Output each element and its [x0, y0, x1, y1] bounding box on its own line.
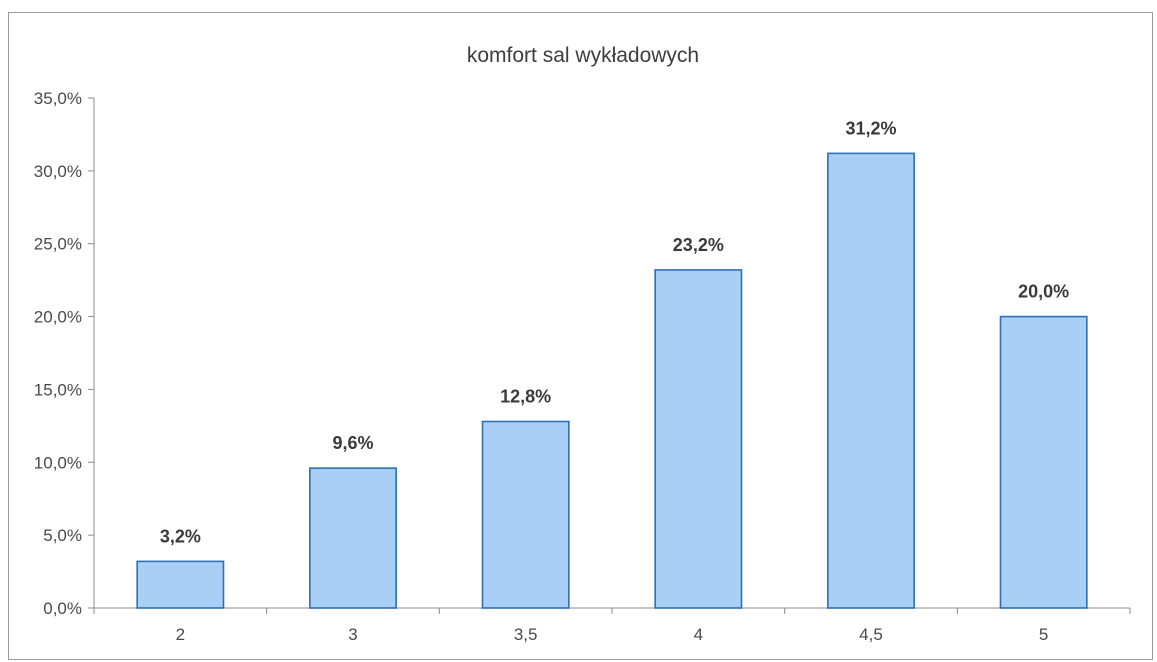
data-label: 3,2% [160, 526, 201, 546]
y-tick-label: 10,0% [34, 453, 82, 472]
y-tick-label: 35,0% [34, 89, 82, 108]
x-tick-label: 2 [176, 625, 185, 644]
data-label: 20,0% [1018, 282, 1069, 302]
bar-3 [481, 420, 570, 609]
chart-title: komfort sal wykładowych [467, 44, 699, 67]
y-tick-label: 30,0% [34, 162, 82, 181]
y-tick-label: 0,0% [43, 599, 82, 618]
data-label: 23,2% [673, 235, 724, 255]
y-tick-label: 15,0% [34, 380, 82, 399]
x-tick-label: 4,5 [859, 625, 883, 644]
y-axis: 0,0% 5,0% 10,0% 15,0% 20,0% 25,0% 30,0% 35,0% [34, 89, 95, 618]
bar-2 [309, 467, 397, 609]
y-tick-label: 20,0% [34, 308, 82, 327]
bar-5 [827, 152, 915, 609]
data-label: 31,2% [845, 118, 896, 138]
bars [136, 152, 1088, 609]
y-tick-label: 5,0% [43, 526, 82, 545]
x-tick-label: 3,5 [514, 625, 538, 644]
y-tick-label: 25,0% [34, 235, 82, 254]
bar-4 [654, 269, 743, 609]
x-tick-label: 3 [348, 625, 357, 644]
data-labels: 3,2% 9,6% 12,8% 23,2% 31,2% 20,0% [160, 118, 1069, 546]
chart-frame [8, 12, 1153, 660]
bar-1 [136, 560, 225, 609]
x-tick-label: 4 [694, 625, 703, 644]
x-axis: 2 3 3,5 4 4,5 5 [93, 607, 1131, 644]
data-label: 9,6% [332, 433, 373, 453]
data-label: 12,8% [500, 386, 551, 406]
x-tick-label: 5 [1039, 625, 1048, 644]
bar-6 [999, 315, 1088, 609]
